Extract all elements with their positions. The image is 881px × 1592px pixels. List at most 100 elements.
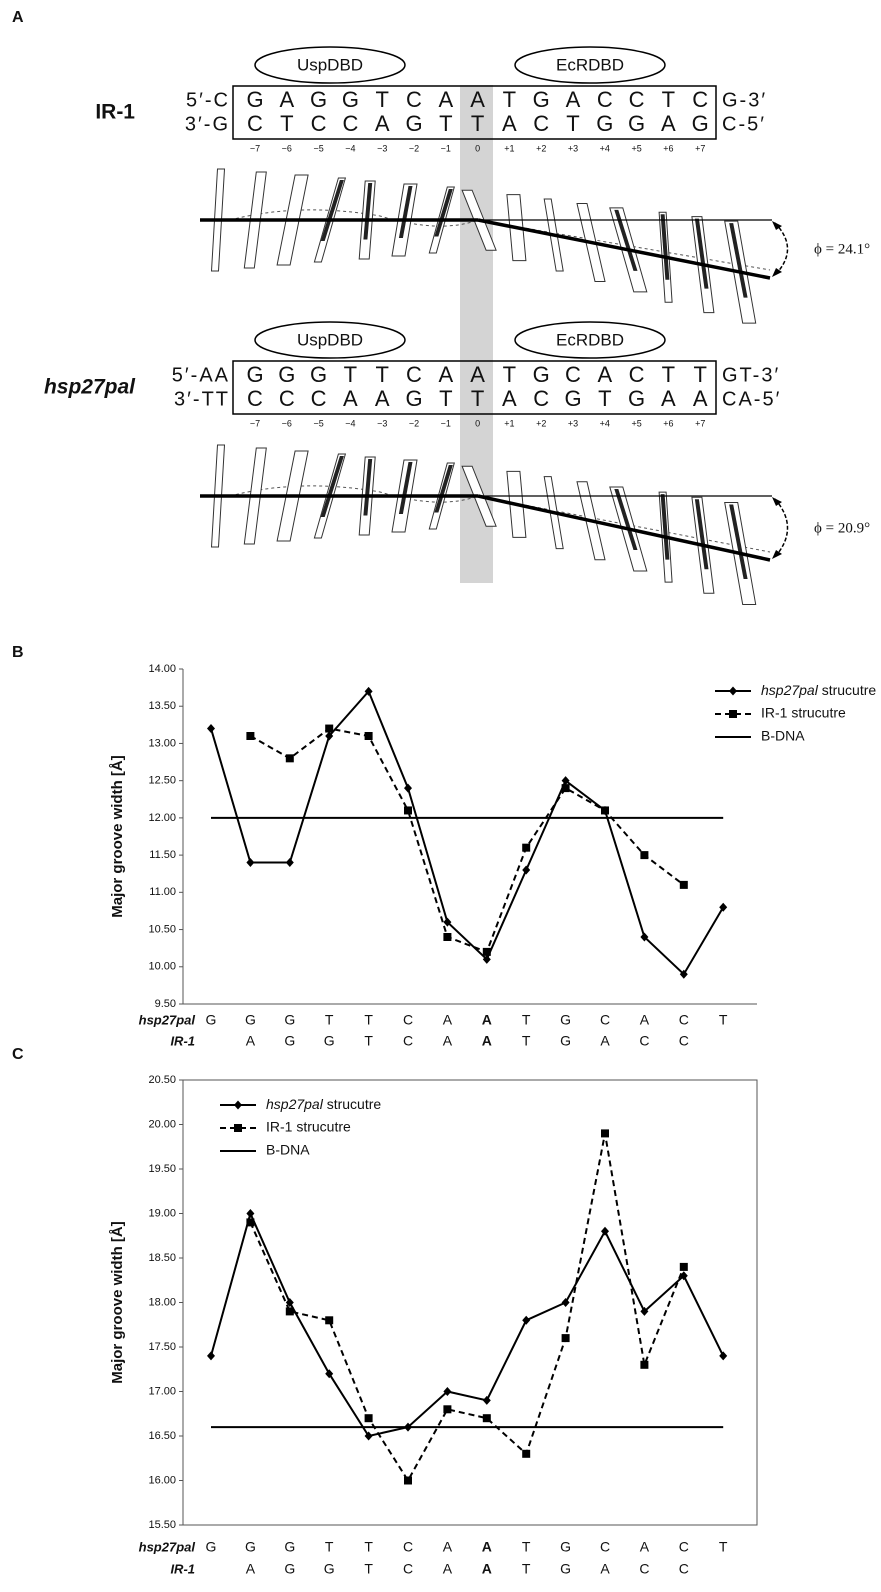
position-label: +1 <box>504 143 514 153</box>
domain-label: UspDBD <box>297 55 363 74</box>
base-pair-dark <box>729 223 748 298</box>
x-tick-label: A <box>443 1561 453 1577</box>
base: T <box>693 362 706 387</box>
base: T <box>471 111 484 136</box>
x-tick-label: C <box>639 1561 649 1577</box>
base: C <box>406 87 422 112</box>
base-pair-dark <box>729 504 748 579</box>
y-tick-label: 10.00 <box>148 961 176 973</box>
base: G <box>310 87 327 112</box>
legend-label: hsp27pal strucutre <box>761 682 876 698</box>
base: A <box>693 386 708 411</box>
x-tick-label: T <box>325 1012 334 1028</box>
x-tick-label: G <box>206 1012 217 1028</box>
point-marker <box>561 784 570 793</box>
base: A <box>343 386 358 411</box>
base: T <box>471 386 484 411</box>
x-tick-label: A <box>482 1561 492 1577</box>
point-marker <box>443 1387 452 1396</box>
point-marker <box>364 686 373 696</box>
y-tick-label: 16.00 <box>148 1474 176 1486</box>
domain-ellipse <box>254 321 406 359</box>
x-tick-label: C <box>403 1539 413 1555</box>
base-pair-dark <box>694 499 709 570</box>
category-row-label: IR-1 <box>170 1561 195 1576</box>
x-tick-label: G <box>245 1539 256 1555</box>
strand-end: 3′-TT <box>174 388 230 410</box>
category-row-label: hsp27pal <box>139 1012 196 1027</box>
arrow-head <box>772 497 782 506</box>
point-marker <box>207 724 215 734</box>
position-label: +6 <box>663 143 673 153</box>
base-pair-dark <box>434 465 453 513</box>
y-tick-label: 9.50 <box>155 998 176 1010</box>
category-row-label: hsp27pal <box>139 1539 196 1554</box>
point-marker <box>404 806 412 815</box>
series-line <box>210 1210 725 1438</box>
point-marker <box>364 732 373 740</box>
base: C <box>629 362 645 387</box>
arrow-head <box>772 550 782 559</box>
panel-label: A <box>12 9 24 26</box>
x-tick-label: G <box>324 1561 335 1577</box>
legend-marker <box>234 1124 242 1132</box>
x-tick-label: G <box>560 1012 571 1028</box>
point-marker <box>719 902 728 912</box>
domain-label: UspDBD <box>297 330 363 349</box>
base: A <box>438 362 453 387</box>
y-tick-label: 18.00 <box>148 1296 176 1308</box>
base: T <box>439 386 452 411</box>
domain-label: EcRDBD <box>556 55 624 74</box>
position-label: +4 <box>600 143 610 153</box>
base: G <box>533 87 550 112</box>
point-marker <box>364 1414 373 1423</box>
y-tick-label: 16.50 <box>148 1430 176 1442</box>
x-tick-label: C <box>679 1033 689 1049</box>
base: G <box>405 386 422 411</box>
series-line <box>249 1133 685 1483</box>
y-axis-label: Major groove width [Å] <box>109 755 126 918</box>
base: A <box>661 111 676 136</box>
x-tick-label: G <box>284 1012 295 1028</box>
base-pair-dark <box>434 189 453 237</box>
x-tick-label: C <box>679 1012 689 1028</box>
x-tick-label: T <box>325 1539 334 1555</box>
base: G <box>278 362 295 387</box>
point-marker <box>601 1226 609 1236</box>
y-tick-label: 17.50 <box>148 1341 176 1353</box>
y-tick-label: 13.00 <box>148 737 176 749</box>
point-marker <box>640 1360 649 1369</box>
base: A <box>566 87 581 112</box>
base: C <box>597 87 613 112</box>
x-tick-label: C <box>600 1539 610 1555</box>
position-label: −2 <box>409 143 419 153</box>
point-marker <box>640 851 649 860</box>
base: T <box>503 362 516 387</box>
y-tick-label: 11.00 <box>149 886 176 898</box>
position-label: −4 <box>345 143 355 153</box>
point-marker <box>443 917 452 927</box>
helix-axis-bent <box>477 218 771 280</box>
point-marker <box>679 880 688 889</box>
point-marker <box>207 1351 215 1361</box>
x-tick-label: T <box>522 1033 531 1049</box>
base: G <box>692 111 709 136</box>
base: T <box>439 111 452 136</box>
position-label: −2 <box>409 418 419 428</box>
base: T <box>662 87 675 112</box>
position-label: +6 <box>663 418 673 428</box>
helix-axis-bent <box>477 494 771 562</box>
series-line <box>210 689 725 976</box>
legend-label: IR-1 strucutre <box>266 1119 351 1135</box>
base: C <box>533 111 549 136</box>
x-tick-label: C <box>403 1012 413 1028</box>
base: G <box>596 111 613 136</box>
position-label: +5 <box>631 143 641 153</box>
base-pair-dark <box>398 462 413 514</box>
y-tick-label: 18.50 <box>148 1252 176 1264</box>
position-label: +3 <box>568 143 578 153</box>
category-row-label: IR-1 <box>170 1033 195 1048</box>
point-marker <box>246 1218 255 1227</box>
x-tick-label: A <box>443 1539 453 1555</box>
base: C <box>279 386 295 411</box>
